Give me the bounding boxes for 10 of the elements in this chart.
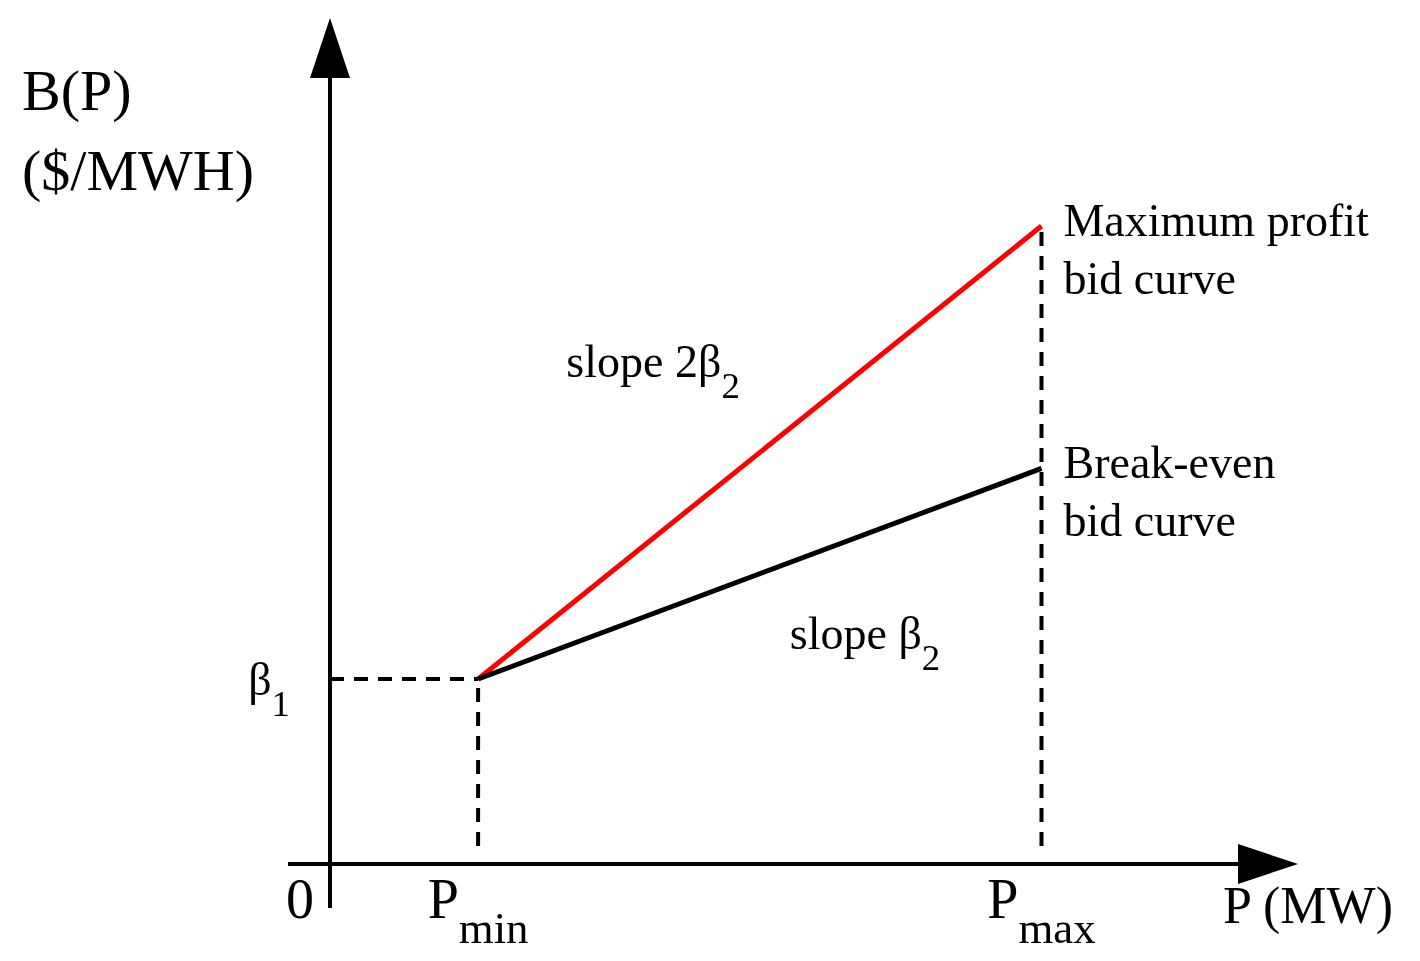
text: 0 <box>286 868 314 930</box>
annotation: Break-even bid curve <box>1063 437 1276 547</box>
x-tick-label: P$_{min}$ <box>427 868 529 953</box>
ref-line-label: β$_{1}$ <box>248 653 290 724</box>
annotation: Maximum profit bid curve <box>1063 195 1370 304</box>
annotation: slope β$_{2}$ <box>789 607 941 678</box>
x-axis-title: P (MW) <box>1223 877 1393 935</box>
annotation: slope 2β$_{2}$ <box>566 336 740 406</box>
x-tick-label: P$_{max}$ <box>987 868 1096 953</box>
y-axis-title: B(P) ($/MWH) <box>22 58 254 203</box>
